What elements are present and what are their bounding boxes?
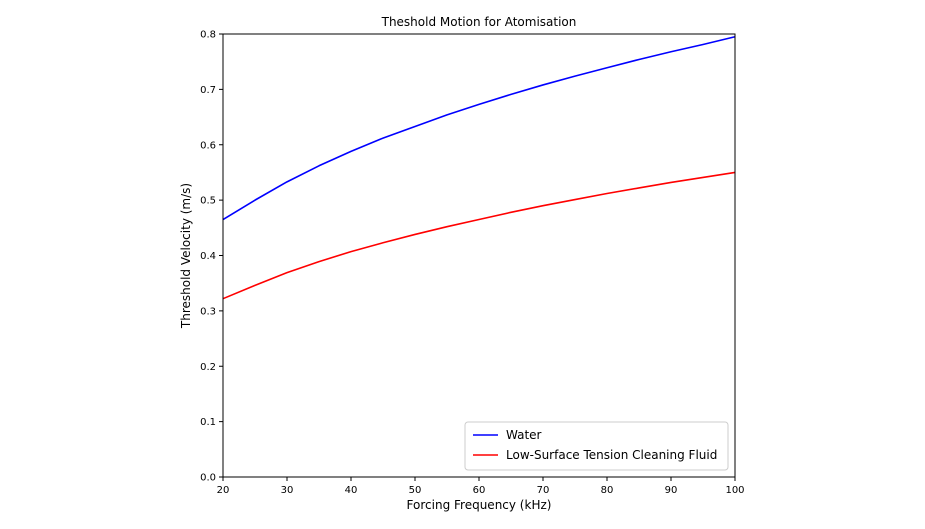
series-line-cleaning-fluid (222, 171, 736, 300)
y-tick-label: 0.8 (200, 30, 216, 41)
series-line-water (222, 35, 736, 221)
y-tick-label: 0.2 (200, 362, 216, 373)
x-tick-label: 80 (601, 485, 614, 496)
y-axis-label: Threshold Velocity (m/s) (179, 183, 193, 329)
y-tick-label: 0.1 (200, 417, 216, 428)
x-tick-label: 90 (665, 485, 678, 496)
y-tick-label: 0.0 (200, 473, 216, 484)
chart-title: Theshold Motion for Atomisation (381, 15, 577, 29)
x-tick-label: 40 (345, 485, 358, 496)
legend-label: Water (506, 428, 542, 442)
legend-box (464, 421, 729, 471)
x-tick-label: 70 (537, 485, 550, 496)
y-axis: 0.0 0.1 0.2 0.3 0.4 0.5 0.6 0.7 0.8 (200, 30, 223, 484)
y-tick-label: 0.3 (200, 306, 216, 317)
y-tick-label: 0.5 (200, 196, 216, 207)
series-layer (222, 35, 736, 300)
y-tick-label: 0.4 (200, 251, 216, 262)
x-tick-label: 30 (281, 485, 294, 496)
plot-frame (222, 33, 736, 478)
legend-label: Low-Surface Tension Cleaning Fluid (506, 448, 717, 462)
x-axis-label: Forcing Frequency (kHz) (407, 498, 552, 512)
y-tick-label: 0.6 (200, 140, 216, 151)
x-axis: 20 30 40 50 60 70 80 90 100 (217, 477, 745, 496)
x-tick-label: 60 (473, 485, 486, 496)
y-tick-label: 0.7 (200, 85, 216, 96)
legend: Water Low-Surface Tension Cleaning Fluid (464, 421, 729, 471)
x-tick-label: 100 (725, 485, 744, 496)
x-tick-label: 50 (409, 485, 422, 496)
x-tick-label: 20 (217, 485, 230, 496)
